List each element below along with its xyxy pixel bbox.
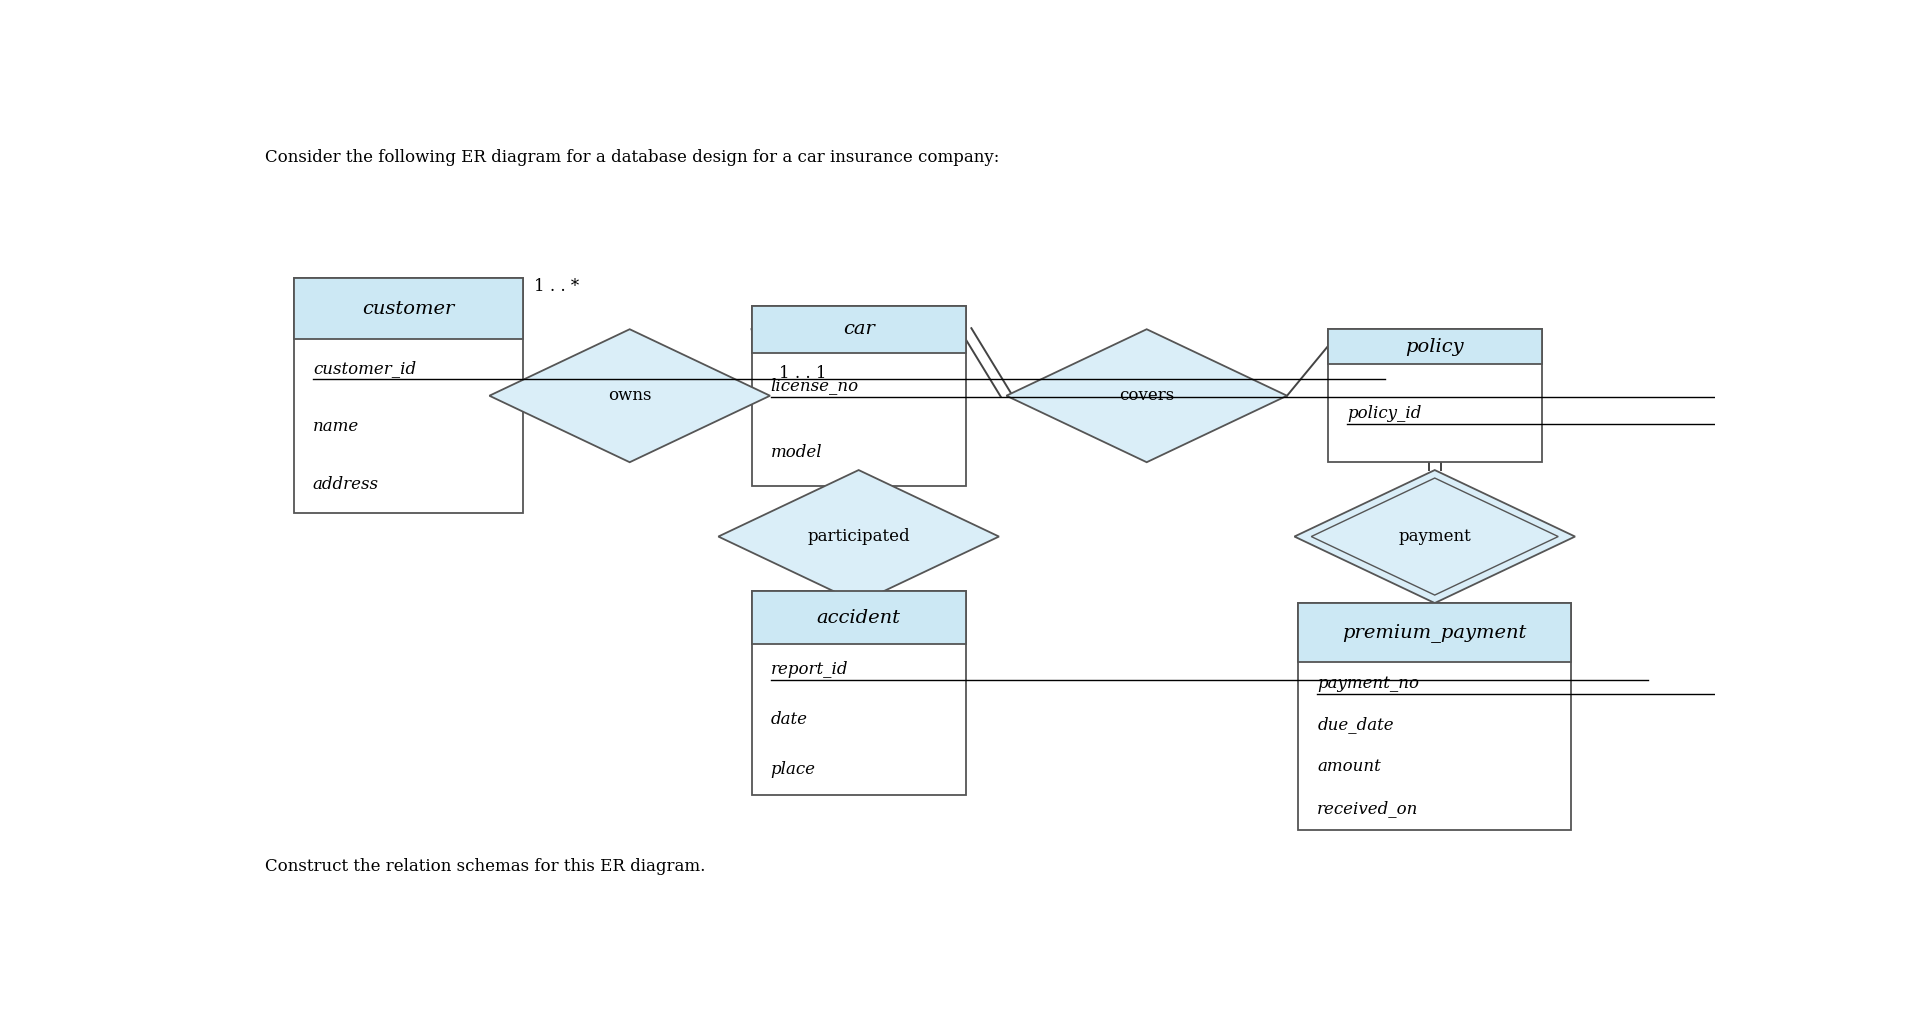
Text: accident: accident xyxy=(815,609,901,627)
Bar xyxy=(293,278,522,339)
Bar xyxy=(1297,604,1570,662)
Text: 1 . . *: 1 . . * xyxy=(533,277,579,295)
Bar xyxy=(751,306,966,353)
Text: report_id: report_id xyxy=(770,660,848,678)
Text: license_no: license_no xyxy=(770,377,859,394)
Text: Consider the following ER diagram for a database design for a car insurance comp: Consider the following ER diagram for a … xyxy=(265,149,998,167)
Text: premium_payment: premium_payment xyxy=(1341,623,1526,642)
Bar xyxy=(1328,329,1541,462)
Bar xyxy=(751,591,966,795)
Text: address: address xyxy=(312,475,379,493)
Bar xyxy=(751,306,966,486)
Polygon shape xyxy=(490,329,770,462)
Text: amount: amount xyxy=(1316,759,1381,775)
Text: model: model xyxy=(770,444,821,461)
Text: owns: owns xyxy=(608,387,652,404)
Text: payment_no: payment_no xyxy=(1316,675,1419,692)
Polygon shape xyxy=(1006,329,1286,462)
Polygon shape xyxy=(1293,470,1574,604)
Text: policy_id: policy_id xyxy=(1347,404,1421,422)
Text: covers: covers xyxy=(1118,387,1173,404)
Text: participated: participated xyxy=(808,528,909,545)
Polygon shape xyxy=(718,470,998,604)
Text: customer_id: customer_id xyxy=(312,360,415,377)
Bar xyxy=(1297,604,1570,830)
Text: due_date: due_date xyxy=(1316,716,1393,734)
Text: Construct the relation schemas for this ER diagram.: Construct the relation schemas for this … xyxy=(265,858,705,875)
Text: policy: policy xyxy=(1404,337,1463,356)
Text: name: name xyxy=(312,418,358,435)
Text: car: car xyxy=(842,320,874,338)
Text: received_on: received_on xyxy=(1316,801,1417,818)
Bar xyxy=(751,591,966,644)
Text: date: date xyxy=(770,711,808,727)
Bar xyxy=(1328,329,1541,364)
Text: 1 . . 1: 1 . . 1 xyxy=(779,365,827,382)
Text: payment: payment xyxy=(1398,528,1471,545)
Bar xyxy=(293,278,522,513)
Text: place: place xyxy=(770,761,815,778)
Text: customer: customer xyxy=(362,300,453,318)
